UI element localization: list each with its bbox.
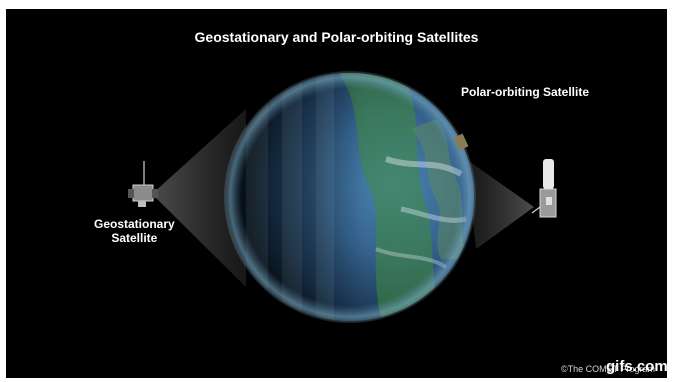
scene-illustration [128,71,557,323]
geostationary-field-of-view [152,109,246,287]
geostationary-satellite-label: Geostationary Satellite [94,217,175,245]
polar-satellite-icon [531,159,557,218]
earth-globe [224,71,476,323]
satellite-scene: Geostationary and Polar-orbiting Satelli… [6,9,667,378]
polar-field-of-view [466,159,534,249]
orbiting-satellite-icon [453,133,469,151]
geostationary-label-line1: Geostationary [94,217,175,231]
polar-satellite-label: Polar-orbiting Satellite [461,85,590,99]
copyright-credit: ©The COMET Program [561,364,655,374]
geostationary-satellite-icon [128,161,158,207]
gifs-watermark: gifs.com [606,358,667,375]
image-title: Geostationary and Polar-orbiting Satelli… [194,29,479,45]
geostationary-label-line2: Satellite [111,231,158,245]
